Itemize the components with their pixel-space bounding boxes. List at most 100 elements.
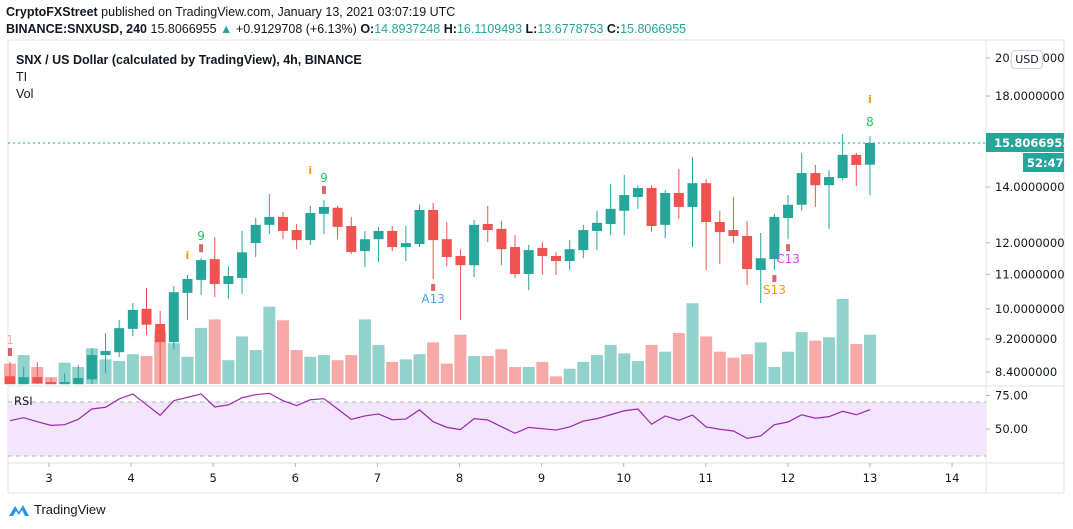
candle-body [168,292,179,343]
volume-bar [386,361,399,384]
volume-bar [317,355,330,384]
volume-bar [659,351,672,384]
candle-body [400,243,411,248]
tradingview-logo-icon [9,504,29,516]
candle-body [796,173,807,205]
candle-body [428,209,439,241]
candle-body [305,212,316,241]
legend-ti[interactable]: TI [16,70,28,84]
volume-bar [126,354,139,384]
candle-body [564,249,575,262]
candle-body [182,278,193,293]
volume-bar [713,351,726,384]
rsi-label: RSI [14,394,33,408]
volume-bar [754,342,767,384]
volume-bar [727,357,740,384]
candle-body [141,308,152,325]
volume-bar [550,376,562,384]
countdown-bg [1023,153,1064,172]
candle-body [237,252,248,278]
volume-bar [741,354,754,384]
price-tick-label: 10.0000000 [995,302,1065,316]
last-price-label-bg [986,133,1064,152]
volume-bar [823,337,835,384]
volume-bar [686,303,699,384]
date-tick-label: 6 [292,471,299,485]
candle-body [810,173,821,186]
date-tick-label: 5 [210,471,217,485]
rsi-tick-label: 75.00 [995,389,1028,403]
publish-info: published on TradingView.com, January 13… [101,5,456,19]
brand-name: TradingView [34,502,106,517]
td-tick-icon [772,275,777,283]
candle-body [482,223,493,231]
date-tick-label: 10 [616,471,631,485]
volume-bar [167,343,180,384]
date-tick-label: 3 [45,471,52,485]
rsi-line [9,392,871,439]
candle-body [100,350,111,356]
publisher-name[interactable]: CryptoFXStreet [6,5,98,19]
open-label: O: [360,22,375,36]
candle-body [660,192,671,225]
rsi-axis: 75.00 50.00 [986,389,1028,436]
volume-bar [454,334,467,384]
candle-body [523,250,534,274]
volume-bar [645,344,658,384]
candle-body [510,247,521,274]
currency-badge[interactable]: USD [1011,50,1043,69]
candle-body [387,230,398,248]
low-label: L: [525,22,538,36]
close-value: 15.8066955 [620,22,687,36]
date-tick-label: 4 [127,471,134,485]
chart-legend: SNX / US Dollar (calculated by TradingVi… [16,52,362,103]
candles [5,133,875,385]
candle-body [73,378,84,385]
candle-body [45,381,56,385]
low-value: 13.6778753 [537,22,604,36]
candle-body [278,216,288,231]
ohlc-line: BINANCE:SNXUSD, 240 15.8066955 ▲ +0.9129… [6,22,686,36]
date-tick-label: 9 [538,471,545,485]
volume-bar [795,332,808,384]
candle-body [86,355,97,380]
td-tick-icon [431,283,436,291]
legend-vol[interactable]: Vol [16,87,34,101]
publish-line: CryptoFXStreet published on TradingView.… [6,5,455,19]
volume-bar [304,356,317,384]
candle-body [619,195,630,211]
date-tick-label: 11 [698,471,713,485]
candle-body [591,222,602,231]
price-tick-label: 12.0000000 [995,236,1065,250]
candle-body [496,228,507,250]
rsi-tick-label: 50.00 [995,422,1028,436]
price-tick-label: 11.0000000 [995,267,1065,281]
candle-body [291,230,302,241]
volume-bar [195,327,208,384]
td-label: C13 [776,252,800,266]
time-axis[interactable]: 3 4 5 6 7 8 9 10 11 12 13 14 [45,463,959,485]
candle-body [673,192,684,207]
td-label: A13 [421,292,444,306]
candle-body [605,208,616,224]
change: +0.9129708 (+6.13%) [235,22,357,36]
volume-bar [140,355,153,384]
candle-body [264,216,275,225]
candle-body [209,259,220,284]
volume-bar [208,319,221,384]
volume-bar [700,336,713,384]
tradingview-logo[interactable]: TradingView [8,502,106,517]
up-arrow-icon: ▲ [220,22,233,36]
volume-bar [590,355,603,384]
symbol: BINANCE:SNXUSD, 240 [6,22,148,36]
volume-bar [768,367,781,384]
volume-bar [577,361,590,384]
td-count-label: 8 [866,115,874,129]
candle-body [455,256,466,266]
candle-body [18,377,29,385]
price-tick-label: 8.4000000 [995,365,1057,379]
volume-bar [631,361,644,384]
volume-bar [672,333,685,384]
